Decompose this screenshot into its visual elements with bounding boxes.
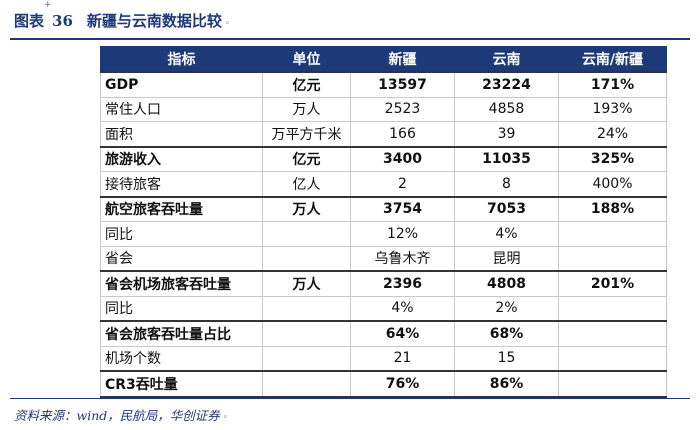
table-cell: 11035 [454,145,559,172]
table-cell: 亿元 [262,71,351,98]
table-cell: 面积 [100,121,263,147]
table-cell: 3754 [350,195,455,222]
table-cell: 同比 [100,295,263,322]
table-row: GDP 亿元 13597 23224 171% [100,71,667,98]
figure-number: 36 [52,12,73,30]
table-cell: 省会机场旅客吞吐量 [100,270,263,297]
table-cell: 亿人 [262,171,351,197]
table-cell: 4% [454,221,559,247]
table-row: 省会旅客吞吐量占比 64% 68% [100,320,667,347]
table-cell: 3400 [350,145,455,172]
table-cell: 166 [350,121,455,147]
table-cell: 2% [454,295,559,322]
table-cell: 201% [558,270,667,297]
table-cell: GDP [100,71,263,98]
source-note: 资料来源：wind，民航局，华创证券 ◦ [14,405,228,424]
source-text: 资料来源：wind，民航局，华创证券 [14,408,220,423]
table-cell: 24% [558,121,667,147]
table-cell: 接待旅客 [100,171,263,197]
paragraph-mark: ◦ [224,19,231,29]
title-underline [10,38,690,40]
table-cell [558,295,667,322]
table-body: GDP 亿元 13597 23224 171% 常住人口 万人 2523 4858 193% 面积万… [100,71,667,398]
table-cell [262,295,351,322]
table-cell: 万人 [262,96,351,122]
header-cell: 单位 [262,46,351,73]
table-cell: 12% [350,221,455,247]
table-cell: 亿元 [262,145,351,172]
table-cell: 13597 [350,71,455,98]
source-mark: ◦ [222,413,229,423]
table-cell [558,320,667,347]
table-row: 同比 4% 2% [100,295,667,322]
table-row: CR3吞吐量 76% 86% [100,370,667,398]
table-row: 省会 乌鲁木齐 昆明 [100,245,667,272]
table-cell [558,345,667,372]
source-divider [10,398,690,399]
table-row: 省会机场旅客吞吐量 万人 2396 4808 201% [100,270,667,297]
table-cell [558,370,667,398]
header-cell: 云南 [454,46,559,73]
table-cell: 86% [454,370,559,398]
table-row: 机场个数 21 15 [100,345,667,372]
table-cell: 同比 [100,221,263,247]
table-row: 面积 万平方千米 166 39 24% [100,121,667,147]
table-row: 同比 12% 4% [100,221,667,247]
table-header-row: 指标 单位 新疆 云南 云南/新疆 [100,46,667,73]
table-cell: 76% [350,370,455,398]
table-cell: 7053 [454,195,559,222]
table-cell: 航空旅客吞吐量 [100,195,263,222]
table-cell [262,245,351,272]
header-cell: 新疆 [350,46,455,73]
table-cell: 万人 [262,195,351,222]
table-cell: 171% [558,71,667,98]
table-row: 接待旅客 亿人 2 8 400% [100,171,667,197]
table-cell: 乌鲁木齐 [350,245,455,272]
table-cell: 21 [350,345,455,372]
table-cell: 2523 [350,96,455,122]
table-cell: 万平方千米 [262,121,351,147]
table-cell: 昆明 [454,245,559,272]
table-cell: CR3吞吐量 [100,370,263,398]
top-tick-mark: + [44,0,52,10]
figure-title-bar: + 图表 36 新疆与云南数据比较 ◦ [0,0,700,40]
table-cell: 省会 [100,245,263,272]
table-cell: 4808 [454,270,559,297]
table-cell: 188% [558,195,667,222]
table-cell [262,221,351,247]
table-cell: 325% [558,145,667,172]
table-row: 旅游收入 亿元 3400 11035 325% [100,145,667,172]
table-cell: 2396 [350,270,455,297]
table-cell: 万人 [262,270,351,297]
table-row: 常住人口 万人 2523 4858 193% [100,96,667,122]
table-cell [262,370,351,398]
table-cell: 4% [350,295,455,322]
table-cell: 8 [454,171,559,197]
table-row: 航空旅客吞吐量 万人 3754 7053 188% [100,195,667,222]
table-cell: 省会旅客吞吐量占比 [100,320,263,347]
table-cell: 23224 [454,71,559,98]
table-cell [558,221,667,247]
table-cell [262,345,351,372]
figure-title-text: 新疆与云南数据比较 [86,12,222,30]
figure-label: 图表 [14,12,45,30]
figure-title: 图表 36 新疆与云南数据比较 ◦ [14,10,230,31]
table-cell: 193% [558,96,667,122]
table-cell: 64% [350,320,455,347]
table-cell: 400% [558,171,667,197]
table-cell: 旅游收入 [100,145,263,172]
comparison-table: 指标 单位 新疆 云南 云南/新疆 GDP 亿元 13597 23224 171% 常住人… [100,46,667,398]
table-cell: 39 [454,121,559,147]
table-cell: 4858 [454,96,559,122]
table-cell: 常住人口 [100,96,263,122]
table-cell [558,245,667,272]
table-cell: 2 [350,171,455,197]
table-cell [262,320,351,347]
header-cell: 指标 [100,46,263,73]
table-cell: 15 [454,345,559,372]
table-cell: 68% [454,320,559,347]
header-cell: 云南/新疆 [558,46,667,73]
table-cell: 机场个数 [100,345,263,372]
